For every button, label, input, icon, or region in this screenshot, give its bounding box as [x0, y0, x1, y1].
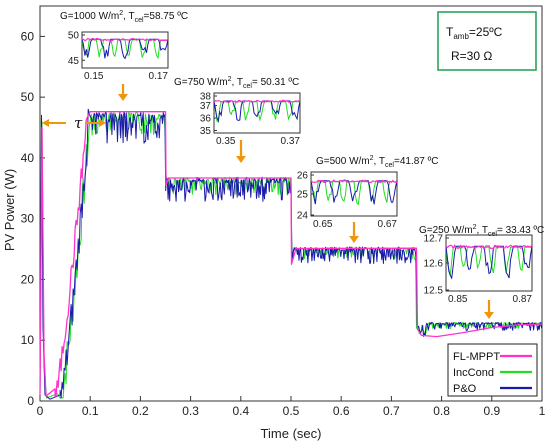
x-tick-label: 0.3 — [182, 404, 199, 418]
y-axis-label: PV Power (W) — [2, 169, 17, 251]
y-tick-label: 60 — [21, 29, 35, 43]
arrow-head-icon — [99, 119, 106, 127]
step-condition-label: G=1000 W/m2, Tcel=58.75 ºC — [60, 10, 188, 24]
legend-entry-label: IncCond — [453, 367, 494, 379]
step-condition-label: G=500 W/m2, Tcel=41.87 ºC — [316, 155, 439, 169]
inset-y-tick-label: 35 — [200, 126, 212, 137]
inset-x-tick-label: 0.35 — [216, 136, 236, 147]
inset-y-tick-label: 26 — [297, 171, 309, 182]
y-tick-label: 20 — [21, 272, 35, 286]
x-tick-label: 0.1 — [82, 404, 99, 418]
legend: FL-MPPT IncCond P&O — [447, 343, 538, 397]
resistance-label: R=30 Ω — [451, 49, 492, 63]
inset-fl-mppt-line — [214, 99, 300, 104]
x-tick-label: 0.4 — [232, 404, 249, 418]
x-tick-label: 0.8 — [433, 404, 450, 418]
inset-x-tick-label: 0.17 — [149, 71, 169, 82]
series-line-fl-mppt — [39, 111, 543, 397]
arrow-head-icon — [118, 94, 128, 101]
x-axis-label: Time (sec) — [261, 426, 322, 441]
inset-y-tick-label: 37 — [200, 101, 212, 112]
zoom-inset: 24 25 26 0.65 0.67 — [297, 171, 398, 230]
inset-fl-mppt-line — [446, 244, 532, 250]
inset-x-tick-label: 0.67 — [378, 219, 398, 230]
legend-entry-label: FL-MPPT — [453, 351, 500, 363]
inset-x-tick-label: 0.15 — [84, 71, 104, 82]
axis-ticks: 0 0.1 0.2 0.3 0.4 0.5 0.6 0.7 0.8 0.9 101020304050… — [21, 29, 546, 418]
inset-y-tick-label: 25 — [297, 190, 309, 201]
zoom-inset: 45 50 0.15 0.17 — [68, 31, 169, 82]
x-tick-label: 0.9 — [483, 404, 500, 418]
y-tick-label: 10 — [21, 333, 35, 347]
y-tick-label: 30 — [21, 212, 35, 226]
inset-y-tick-label: 12.7 — [424, 234, 444, 245]
x-tick-label: 0.7 — [383, 404, 400, 418]
inset-y-tick-label: 36 — [200, 114, 212, 125]
tau-label: τ — [74, 114, 83, 132]
series-line-po — [39, 108, 543, 400]
inset-x-tick-label: 0.87 — [513, 294, 533, 305]
arrow-head-icon — [484, 312, 494, 319]
inset-y-tick-label: 50 — [68, 31, 80, 42]
y-tick-label: 0 — [27, 394, 34, 408]
conditions-box: Tamb=25ºC R=30 Ω — [437, 11, 537, 71]
legend-entry-label: P&O — [453, 383, 477, 395]
inset-y-tick-label: 24 — [297, 211, 309, 222]
inset-y-tick-label: 38 — [200, 92, 212, 103]
inset-y-tick-label: 45 — [68, 56, 80, 67]
x-tick-label: 0 — [37, 404, 44, 418]
x-tick-label: 0.6 — [333, 404, 350, 418]
arrow-head-icon — [236, 156, 246, 163]
y-tick-label: 40 — [21, 151, 35, 165]
annotation-arrows — [42, 84, 494, 319]
inset-y-tick-label: 12.5 — [424, 286, 444, 297]
inset-x-tick-label: 0.85 — [448, 294, 468, 305]
series-curves — [39, 108, 543, 400]
step-condition-label: G=250 W/m2, Tcel= 33.43 ºC — [419, 224, 544, 238]
arrow-head-icon — [349, 236, 359, 243]
x-tick-label: 0.5 — [283, 404, 300, 418]
inset-x-tick-label: 0.37 — [281, 136, 301, 147]
ambient-temp-label: Tamb=25ºC — [446, 25, 503, 41]
inset-x-tick-label: 0.65 — [313, 219, 333, 230]
zoom-inset: 12.5 12.6 12.7 0.85 0.87 — [424, 234, 533, 305]
y-tick-label: 50 — [21, 90, 35, 104]
x-tick-label: 1 — [539, 404, 546, 418]
inset-fl-mppt-line — [82, 37, 168, 42]
zoom-insets: 45 50 0.15 0.17 G=1000 W/m2, Tcel=58.75 ºC 35… — [60, 10, 544, 305]
inset-fl-mppt-line — [311, 179, 397, 184]
step-condition-label: G=750 W/m2, Tcel= 50.31 ºC — [174, 76, 299, 90]
x-tick-label: 0.2 — [132, 404, 149, 418]
arrow-head-icon — [42, 119, 49, 127]
inset-y-tick-label: 12.6 — [424, 259, 444, 270]
